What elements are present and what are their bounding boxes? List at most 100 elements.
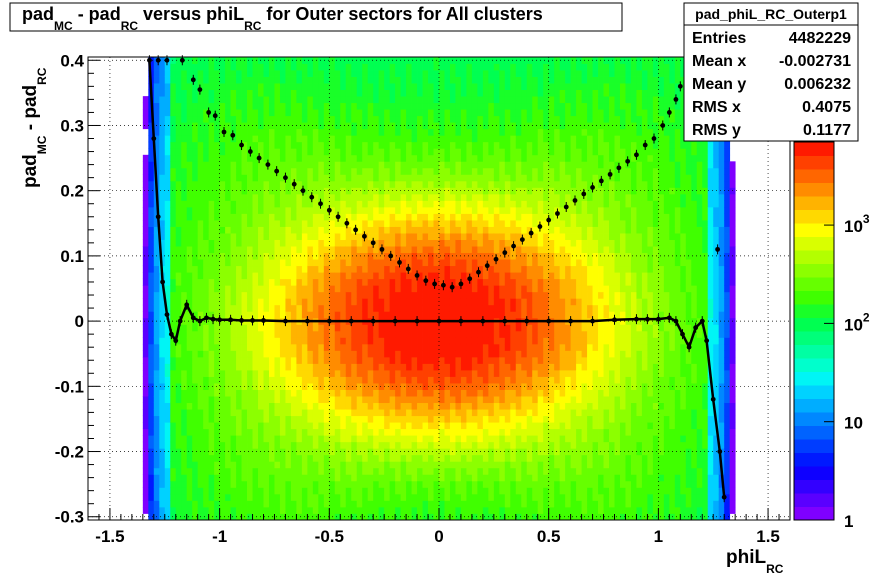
heatmap-cell — [230, 428, 237, 436]
heatmap-cell — [345, 233, 352, 240]
heatmap-cell — [417, 226, 423, 234]
heatmap-cell — [411, 376, 418, 384]
heatmap-cell — [192, 70, 199, 77]
heatmap-cell — [471, 370, 478, 377]
heatmap-cell — [340, 330, 347, 338]
heatmap-cell — [493, 102, 500, 110]
heatmap-cell — [493, 259, 500, 267]
heatmap-cell — [493, 76, 500, 84]
heatmap-cell — [247, 239, 253, 247]
heatmap-cell — [428, 350, 434, 358]
heatmap-cell — [296, 415, 303, 423]
heatmap-cell — [428, 148, 434, 156]
heatmap-cell — [351, 89, 358, 97]
heatmap-cell — [323, 226, 330, 234]
heatmap-cell — [296, 500, 303, 508]
heatmap-cell — [268, 422, 275, 430]
heatmap-cell — [449, 343, 456, 351]
heatmap-cell — [236, 193, 242, 201]
heatmap-cell — [460, 500, 467, 508]
heatmap-cell — [175, 461, 182, 469]
heatmap-cell — [499, 89, 506, 97]
heatmap-cell — [471, 233, 478, 240]
heatmap-cell — [510, 141, 517, 149]
heatmap-cell — [384, 370, 391, 377]
heatmap-cell — [521, 343, 528, 351]
heatmap-cell — [510, 213, 517, 221]
heatmap-cell — [241, 70, 248, 77]
heatmap-cell — [153, 480, 160, 488]
heatmap-cell — [192, 57, 199, 64]
heatmap-cell — [170, 422, 177, 430]
heatmap-cell — [192, 324, 199, 332]
heatmap-cell — [318, 278, 325, 286]
heatmap-cell — [296, 246, 303, 254]
heatmap-cell — [175, 200, 182, 208]
heatmap-cell — [422, 291, 429, 299]
heatmap-cell — [422, 513, 429, 521]
heatmap-cell — [170, 57, 177, 64]
heatmap-cell — [263, 239, 270, 247]
heatmap-cell — [373, 487, 380, 495]
heatmap-cell — [367, 356, 374, 364]
heatmap-cell — [318, 265, 325, 273]
heatmap-cell — [175, 448, 182, 456]
heatmap-cell — [351, 350, 358, 358]
heatmap-cell — [208, 298, 215, 306]
heatmap-cell — [444, 109, 451, 117]
heatmap-cell — [340, 396, 347, 404]
heatmap-cell — [493, 461, 500, 469]
heatmap-cell — [192, 370, 199, 377]
heatmap-cell — [268, 506, 275, 514]
heatmap-cell — [296, 148, 303, 156]
heatmap-cell — [362, 57, 369, 64]
heatmap-cell — [181, 350, 188, 358]
heatmap-cell — [274, 409, 281, 417]
heatmap-cell — [340, 493, 347, 501]
heatmap-cell — [159, 252, 166, 260]
heatmap-cell — [268, 304, 275, 312]
heatmap-cell — [378, 415, 385, 423]
heatmap-cell — [290, 285, 297, 293]
heatmap-cell — [471, 304, 478, 312]
heatmap-cell — [307, 454, 314, 462]
heatmap-cell — [230, 487, 237, 495]
heatmap-cell — [460, 109, 467, 117]
heatmap-cell — [170, 311, 177, 319]
heatmap-cell — [378, 161, 385, 169]
heatmap-cell — [444, 148, 451, 156]
heatmap-cell — [373, 226, 380, 234]
heatmap-cell — [252, 148, 259, 156]
heatmap-cell — [241, 396, 248, 404]
heatmap-cell — [230, 272, 237, 280]
heatmap-cell — [252, 402, 259, 410]
heatmap-cell — [400, 356, 407, 364]
heatmap-cell — [400, 278, 407, 286]
heatmap-cell — [400, 493, 407, 501]
heatmap-cell — [329, 435, 336, 443]
heatmap-cell — [471, 226, 478, 234]
heatmap-cell — [433, 389, 440, 397]
heatmap-cell — [208, 70, 215, 77]
heatmap-cell — [345, 343, 352, 351]
heatmap-cell — [455, 109, 462, 117]
heatmap-cell — [268, 487, 275, 495]
heatmap-cell — [417, 356, 423, 364]
heatmap-cell — [279, 252, 286, 260]
heatmap-cell — [417, 480, 423, 488]
heatmap-cell — [241, 128, 248, 136]
heatmap-cell — [499, 454, 506, 462]
heatmap-cell — [307, 311, 314, 319]
heatmap-cell — [455, 226, 462, 234]
heatmap-cell — [378, 154, 385, 162]
heatmap-cell — [395, 115, 402, 123]
heatmap-cell — [493, 63, 500, 71]
heatmap-cell — [279, 356, 286, 364]
heatmap-cell — [510, 161, 517, 169]
heatmap-cell — [515, 239, 522, 247]
heatmap-cell — [301, 370, 308, 377]
heatmap-cell — [279, 506, 286, 514]
heatmap-cell — [367, 96, 374, 104]
heatmap-cell — [219, 246, 226, 254]
heatmap-cell — [334, 298, 341, 306]
